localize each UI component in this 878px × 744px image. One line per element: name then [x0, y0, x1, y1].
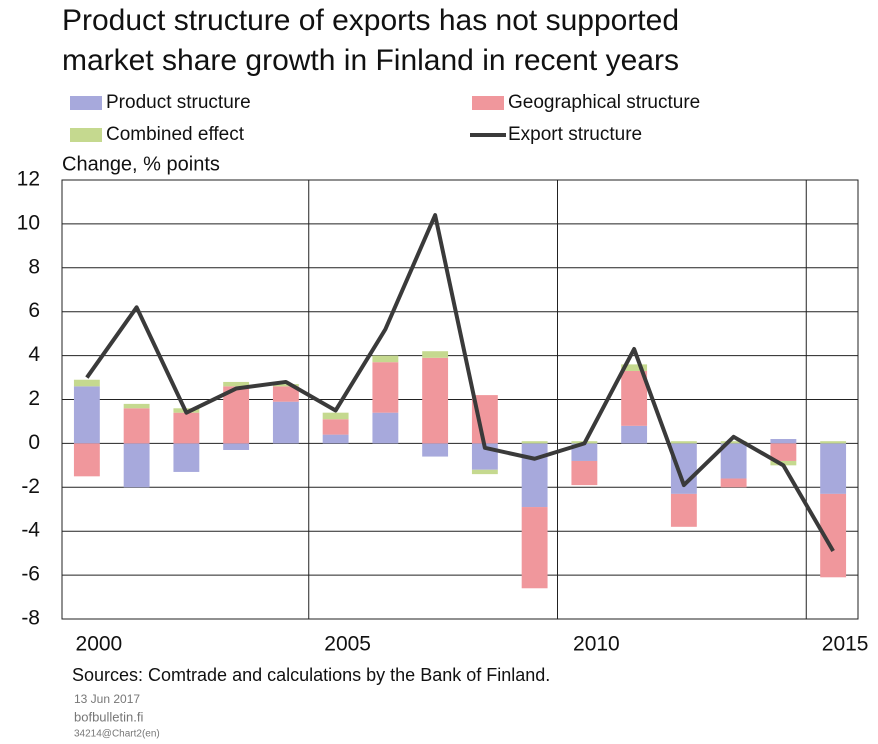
bar — [272, 386, 299, 402]
y-tick-label: -4 — [21, 519, 40, 542]
bar — [123, 408, 150, 444]
site: bofbulletin.fi — [74, 709, 143, 724]
y-tick-label: 12 — [17, 168, 40, 191]
bar — [322, 419, 349, 435]
bar — [123, 443, 150, 488]
y-tick-label: 6 — [28, 299, 40, 322]
x-tick-label: 2000 — [76, 633, 123, 656]
bar — [571, 460, 598, 486]
legend-label: Combined effect — [106, 124, 245, 145]
bar — [521, 443, 548, 508]
bar — [73, 379, 100, 387]
bar — [272, 401, 299, 444]
bar — [173, 443, 200, 472]
y-tick-label: 2 — [28, 387, 40, 410]
bar — [670, 493, 697, 527]
y-tick-label: 8 — [28, 255, 40, 278]
bar — [223, 443, 250, 450]
y-tick-label: -8 — [21, 607, 40, 630]
source: Sources: Comtrade and calculations by th… — [72, 665, 550, 685]
bar — [73, 443, 100, 477]
bar — [670, 441, 697, 444]
legend-swatch — [472, 96, 504, 110]
y-tick-label: -2 — [21, 475, 40, 498]
bar — [422, 443, 449, 457]
date: 13 Jun 2017 — [74, 692, 140, 706]
y-tick-label: 0 — [28, 431, 40, 454]
bar — [223, 386, 250, 444]
bar — [123, 403, 150, 409]
plot-frame — [61, 179, 859, 620]
code: 34214@Chart2(en) — [74, 729, 160, 740]
y-tick-label: 10 — [17, 211, 40, 234]
bar — [372, 355, 399, 363]
bar — [272, 384, 299, 387]
bar — [621, 364, 648, 371]
bar — [422, 357, 449, 444]
bar — [322, 434, 349, 444]
bar — [720, 443, 747, 479]
legend-label: Product structure — [106, 92, 251, 113]
bar — [770, 439, 797, 444]
bar — [770, 443, 797, 461]
bar — [621, 425, 648, 444]
x-tick-label: 2010 — [573, 633, 620, 656]
bar — [471, 469, 498, 475]
bar — [621, 370, 648, 426]
bar — [720, 441, 747, 444]
bar — [73, 386, 100, 444]
bar — [422, 351, 449, 358]
y-axis-label: Change, % points — [62, 153, 220, 175]
bar — [820, 443, 847, 494]
bar — [521, 507, 548, 589]
line — [85, 213, 835, 552]
bar — [571, 443, 598, 461]
chart-title: Product structure of exports has not sup… — [62, 4, 679, 37]
x-tick-label: 2015 — [822, 633, 869, 656]
bar — [173, 412, 200, 444]
legend-swatch — [70, 128, 102, 142]
bar — [322, 412, 349, 420]
legend-swatch — [70, 96, 102, 110]
bar — [820, 441, 847, 444]
bar — [223, 381, 250, 387]
y-tick-label: -6 — [21, 563, 40, 586]
bar — [720, 478, 747, 488]
legend-label: Export structure — [508, 124, 642, 145]
chart-title: market share growth in Finland in recent… — [62, 44, 679, 77]
bar — [521, 441, 548, 444]
x-tick-label: 2005 — [324, 633, 371, 656]
bar — [372, 362, 399, 413]
bar — [372, 412, 399, 444]
legend-label: Geographical structure — [508, 92, 700, 113]
y-tick-label: 4 — [28, 343, 40, 366]
